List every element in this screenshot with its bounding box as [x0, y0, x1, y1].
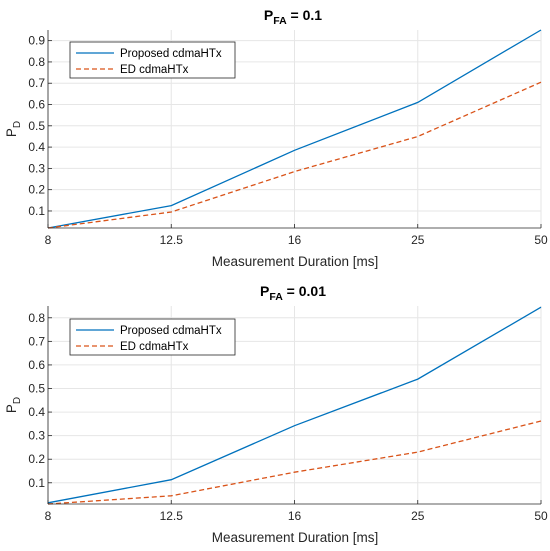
- y-tick-label: 0.1: [28, 476, 45, 490]
- x-tick-label: 25: [411, 509, 425, 523]
- y-tick-label: 0.1: [28, 204, 45, 218]
- x-tick-label: 25: [411, 233, 425, 247]
- x-axis-label: Measurement Duration [ms]: [212, 254, 379, 269]
- chart-top: PFA = 0.1 0.1 0.2 0.3 0.4 0.5 0.6 0.7 0.8 0.9 8 1…: [4, 7, 548, 269]
- y-tick-label: 0.8: [28, 55, 45, 69]
- gridlines: [47, 30, 542, 228]
- y-tick-label: 0.5: [28, 382, 45, 396]
- series-lines: [47, 29, 542, 229]
- legend: Proposed cdmaHTx ED cdmaHTx: [69, 41, 236, 79]
- series-line-proposed: [47, 306, 542, 504]
- legend-label-ed: ED cdmaHTx: [120, 341, 189, 353]
- y-tick-label: 0.6: [28, 358, 45, 372]
- series-lines: [47, 306, 542, 505]
- x-tick-label: 8: [45, 233, 52, 247]
- series-line-ed: [47, 81, 542, 229]
- y-tick-label: 0.3: [28, 161, 45, 175]
- x-tick-label: 12.5: [160, 233, 184, 247]
- y-tick-label: 0.6: [28, 98, 45, 112]
- x-tick-label: 50: [534, 509, 548, 523]
- y-tick-label: 0.2: [28, 452, 45, 466]
- legend-label-ed: ED cdmaHTx: [120, 64, 189, 76]
- legend-box: [69, 318, 236, 356]
- x-tick-label: 8: [45, 509, 52, 523]
- x-tick-label: 12.5: [160, 509, 184, 523]
- chart-bottom: PFA = 0.01 0.1 0.2 0.3 0.4 0.5 0.6 0.7 0.8 8 12.…: [4, 283, 548, 545]
- y-tick-label: 0.7: [28, 76, 45, 90]
- series-line-proposed: [47, 29, 542, 229]
- x-axis-label: Measurement Duration [ms]: [212, 530, 379, 545]
- y-axis-label: PD: [4, 397, 23, 413]
- y-axis-label: PD: [4, 121, 23, 137]
- y-tick-label: 0.5: [28, 119, 45, 133]
- x-tick-labels: 8 12.5 16 25 50: [45, 509, 548, 523]
- axes: [47, 30, 542, 229]
- x-tick-label: 16: [288, 233, 302, 247]
- y-tick-labels: 0.1 0.2 0.3 0.4 0.5 0.6 0.7 0.8 0.9: [28, 34, 45, 218]
- gridlines: [47, 306, 542, 504]
- x-tick-labels: 8 12.5 16 25 50: [45, 233, 548, 247]
- y-tick-label: 0.8: [28, 311, 45, 325]
- x-tick-label: 50: [534, 233, 548, 247]
- legend-label-proposed: Proposed cdmaHTx: [120, 325, 222, 337]
- chart-title: PFA = 0.1: [264, 7, 322, 27]
- y-tick-label: 0.2: [28, 183, 45, 197]
- y-tick-label: 0.4: [28, 405, 45, 419]
- y-tick-label: 0.4: [28, 140, 45, 154]
- x-tick-label: 16: [288, 509, 302, 523]
- axes: [47, 306, 542, 505]
- series-line-ed: [47, 420, 542, 505]
- legend-label-proposed: Proposed cdmaHTx: [120, 48, 222, 60]
- legend-box: [69, 41, 236, 79]
- y-tick-label: 0.3: [28, 429, 45, 443]
- chart-title: PFA = 0.01: [260, 283, 326, 303]
- y-tick-label: 0.7: [28, 334, 45, 348]
- y-tick-label: 0.9: [28, 34, 45, 48]
- legend: Proposed cdmaHTx ED cdmaHTx: [69, 318, 236, 356]
- y-tick-labels: 0.1 0.2 0.3 0.4 0.5 0.6 0.7 0.8: [28, 311, 45, 490]
